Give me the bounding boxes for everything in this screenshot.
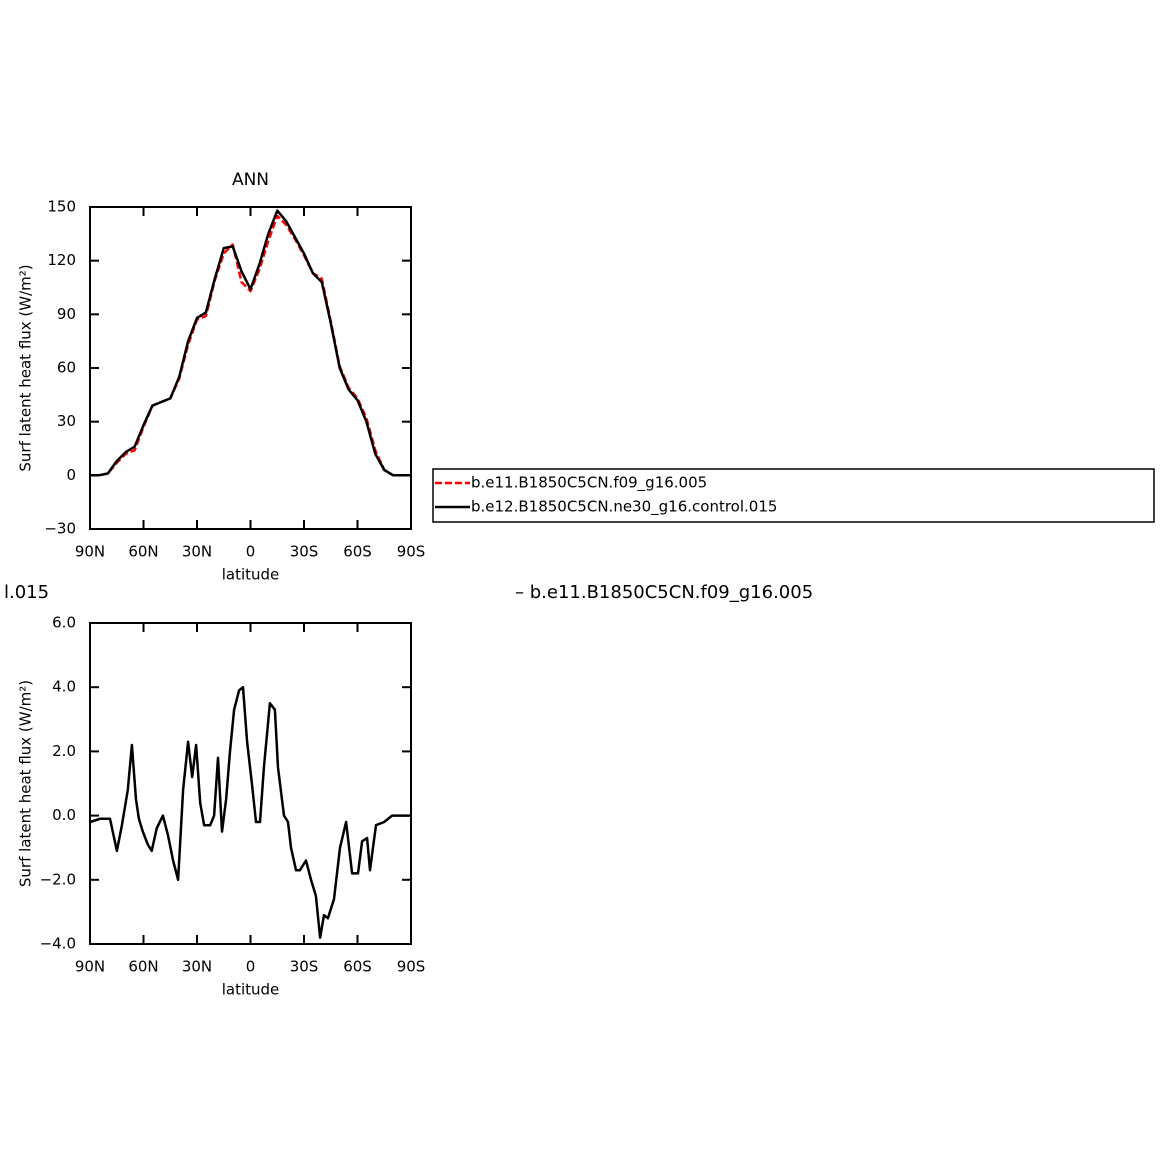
- y-tick-label: 0: [66, 466, 76, 484]
- x-tick-label: 60N: [128, 543, 158, 561]
- x-axis-label: latitude: [222, 566, 280, 584]
- data-line: [89, 685, 411, 939]
- chart-title: ANN: [232, 170, 269, 190]
- y-tick-label: 150: [47, 198, 76, 216]
- legend-label: b.e12.B1850C5CN.ne30_g16.control.015: [471, 498, 777, 517]
- y-tick-label: 6.0: [52, 614, 76, 632]
- y-tick-label: −2.0: [40, 870, 76, 888]
- x-tick-label: 30S: [290, 958, 319, 976]
- x-tick-label: 0: [246, 543, 256, 561]
- x-tick-label: 60N: [128, 958, 158, 976]
- y-tick-label: 0.0: [52, 806, 76, 824]
- y-tick-label: −30: [44, 520, 76, 538]
- x-axis-label: latitude: [222, 981, 280, 999]
- x-tick-label: 60S: [343, 958, 372, 976]
- y-axis-label: Surf latent heat flux (W/m²): [17, 680, 35, 887]
- x-tick-label: 90S: [397, 958, 426, 976]
- title-fragment: – b.e11.B1850C5CN.f09_g16.005: [515, 582, 813, 603]
- x-tick-label: 90N: [75, 958, 105, 976]
- y-tick-label: 60: [57, 359, 76, 377]
- legend-label: b.e11.B1850C5CN.f09_g16.005: [471, 474, 707, 493]
- legend-box: [432, 468, 1155, 523]
- y-axis-label: Surf latent heat flux (W/m²): [17, 264, 35, 471]
- y-tick-label: 120: [47, 251, 76, 269]
- y-tick-label: 4.0: [52, 678, 76, 696]
- x-tick-label: 30N: [182, 958, 212, 976]
- x-tick-label: 30N: [182, 543, 212, 561]
- data-line: [90, 214, 411, 477]
- plot-frame: [89, 622, 412, 945]
- x-tick-label: 90S: [397, 543, 426, 561]
- plot-frame: [89, 206, 412, 530]
- x-tick-label: 90N: [75, 543, 105, 561]
- data-line: [90, 209, 411, 477]
- title-fragment: l.015: [4, 582, 49, 603]
- y-tick-label: 30: [57, 412, 76, 430]
- x-tick-label: 60S: [343, 543, 372, 561]
- x-tick-label: 30S: [290, 543, 319, 561]
- y-tick-label: 90: [57, 305, 76, 323]
- y-tick-label: −4.0: [40, 935, 76, 953]
- x-tick-label: 0: [246, 958, 256, 976]
- y-tick-label: 2.0: [52, 742, 76, 760]
